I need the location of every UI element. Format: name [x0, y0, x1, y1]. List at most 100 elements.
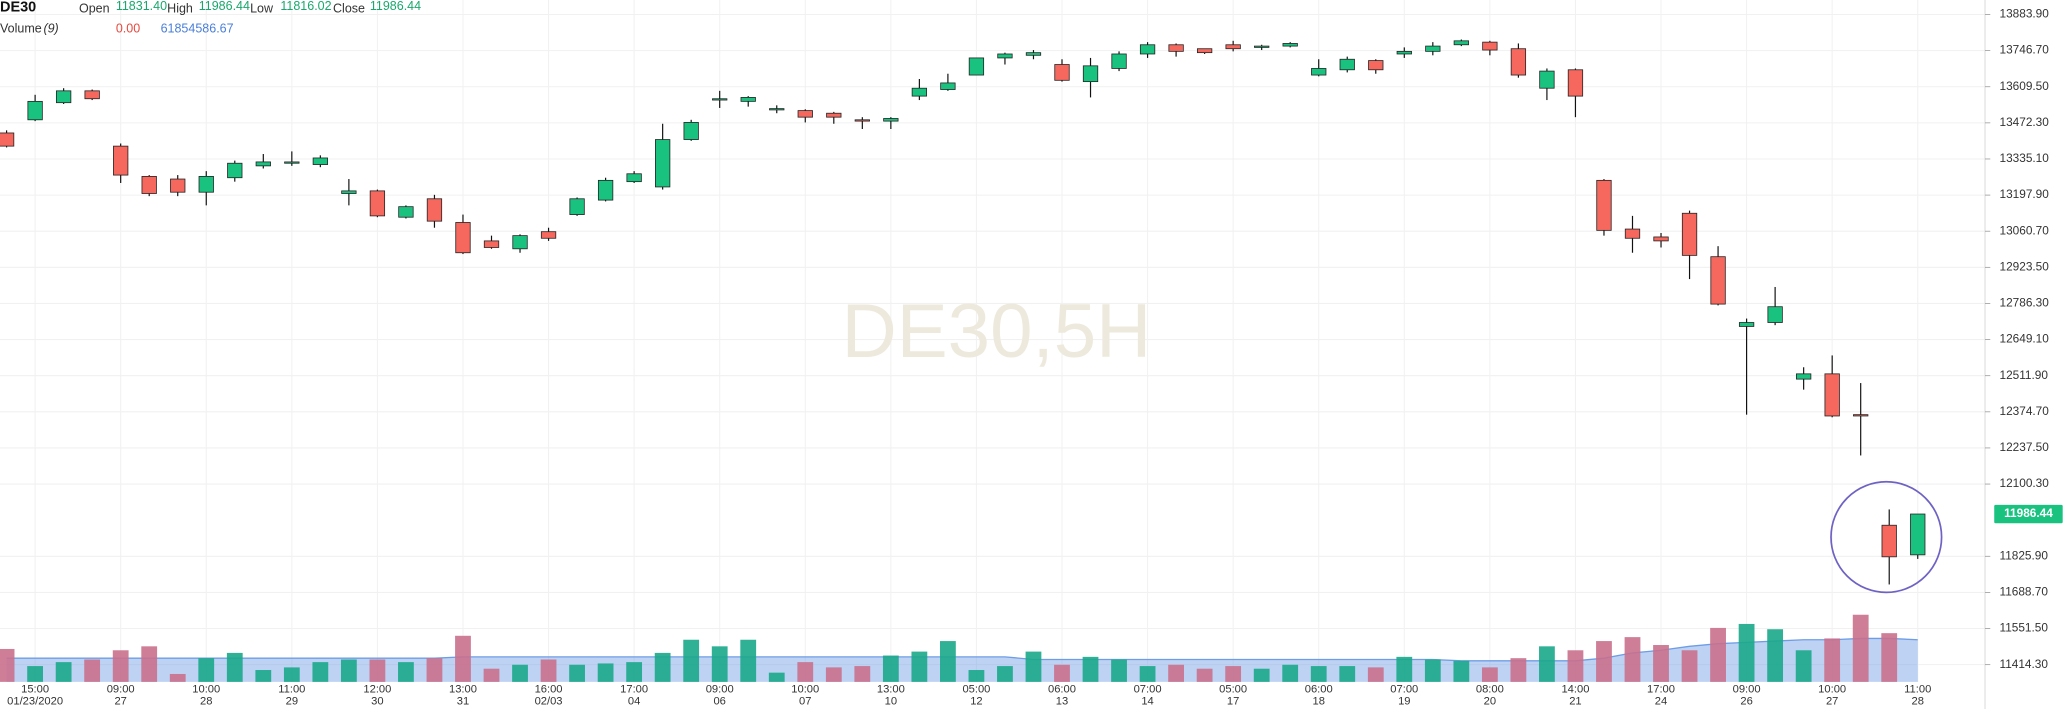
x-tick-date: 26 — [1740, 696, 1752, 708]
x-tick-date: 24 — [1655, 696, 1667, 708]
volume-bar — [198, 658, 215, 682]
candle-body — [569, 198, 585, 215]
open-value: 11831.40 — [116, 0, 167, 13]
y-tick-label: 13609.50 — [2000, 79, 2050, 93]
grid — [0, 0, 1986, 682]
symbol: DE30 — [0, 0, 36, 16]
y-tick-label: 11688.70 — [2000, 585, 2049, 599]
x-tick-label: 16:00 — [535, 684, 563, 696]
volume-bar — [797, 662, 814, 682]
y-tick-label: 12923.50 — [2000, 259, 2050, 273]
candle-body — [968, 57, 985, 76]
volume-bar — [1282, 664, 1299, 682]
x-tick-label: 07:00 — [1390, 684, 1418, 696]
candle-body — [1225, 44, 1241, 50]
x-tick-label: 11:00 — [1904, 684, 1931, 696]
volume-bar — [1082, 656, 1099, 682]
x-tick-date: 02/03 — [535, 696, 563, 708]
volume-bar — [1253, 668, 1270, 682]
candle-body — [1282, 43, 1298, 47]
volume-bar — [1653, 645, 1669, 682]
candle-body — [1139, 44, 1156, 55]
x-tick-date: 01/23/2020 — [7, 696, 63, 708]
candle-body — [940, 82, 956, 90]
candle-body — [1453, 40, 1469, 46]
x-tick-label: 10:00 — [791, 684, 819, 696]
volume-bar — [1111, 659, 1127, 682]
candle-body — [141, 176, 157, 194]
candle-body — [1539, 70, 1555, 89]
candle-body — [55, 90, 72, 104]
candle-body — [483, 240, 500, 248]
x-tick-label: 10:00 — [1818, 684, 1846, 696]
candle-body — [1054, 64, 1070, 81]
volume-bar — [283, 667, 300, 682]
volume-bar — [512, 664, 528, 682]
x-tick-label: 06:00 — [1048, 684, 1076, 696]
x-tick-label: 17:00 — [1647, 684, 1675, 696]
candle-body — [27, 100, 43, 121]
x-tick-label: 05:00 — [962, 684, 990, 696]
x-tick-date: 19 — [1398, 696, 1410, 708]
candle-body — [255, 161, 271, 167]
candle-body — [84, 90, 100, 100]
candle-body — [683, 122, 699, 140]
volume-bar — [398, 662, 414, 682]
volume-bar — [1054, 664, 1070, 682]
candle-body — [1910, 513, 1926, 556]
candle-body — [1796, 373, 1812, 380]
candle-body — [1111, 53, 1127, 69]
volume-bar — [369, 659, 386, 682]
volume-bar — [997, 666, 1013, 682]
candle-body — [1510, 48, 1527, 76]
candle-body — [854, 119, 870, 122]
candle-body — [312, 157, 328, 165]
high-value: 11986.44 — [199, 0, 250, 13]
legend-header: DE30 Open 11831.40 High 11986.44 Low 118… — [0, 0, 421, 35]
volume-bar — [1025, 651, 1042, 682]
y-tick-label: 12100.30 — [2000, 476, 2050, 490]
volume-value: 61854586.67 — [161, 21, 234, 35]
y-tick-label: 13472.30 — [2000, 115, 2050, 129]
y-tick-label: 12786.30 — [2000, 296, 2050, 310]
high-label: High — [167, 2, 193, 16]
candle-body — [512, 235, 528, 250]
watermark: DE30,5H — [842, 289, 1152, 374]
highlight-circle — [1830, 480, 1943, 594]
volume-bar — [141, 646, 158, 682]
volume-bar — [0, 648, 15, 682]
x-tick-label: 12:00 — [363, 684, 391, 696]
y-tick-label: 11825.90 — [2000, 548, 2049, 562]
last-price-tag — [1994, 504, 2063, 524]
last-price-label: 11986.44 — [2004, 506, 2053, 520]
candle-body — [1254, 45, 1270, 48]
candle-body — [1168, 44, 1184, 52]
x-tick-label: 08:00 — [1476, 684, 1504, 696]
y-tick-label: 13746.70 — [2000, 43, 2050, 57]
x-tick-date: 18 — [1313, 696, 1325, 708]
volume-bar — [1824, 638, 1841, 682]
y-tick-label: 13335.10 — [2000, 151, 2050, 165]
volume-bar — [654, 652, 671, 682]
candle-body — [455, 222, 471, 254]
volume-bar — [1339, 666, 1356, 682]
x-tick-label: 15:00 — [21, 684, 49, 696]
candle-body — [597, 179, 614, 201]
volume-bar — [84, 659, 101, 682]
volume-bar — [1139, 666, 1156, 682]
candle-body — [1681, 212, 1698, 256]
x-tick-date: 28 — [200, 696, 212, 708]
candle-body — [1653, 236, 1669, 242]
candle-body — [797, 110, 813, 118]
volume-bar — [1710, 627, 1726, 682]
volume-bar — [1767, 629, 1784, 682]
x-tick-label: 17:00 — [620, 684, 648, 696]
volume-bar — [854, 666, 871, 682]
volume-bar — [683, 639, 700, 682]
x-tick-label: 09:00 — [107, 684, 135, 696]
volume-bar — [1510, 658, 1527, 682]
volume-bar — [1367, 667, 1384, 682]
candle-body — [655, 139, 671, 188]
volume-bar — [740, 639, 757, 682]
volume-bar — [1310, 666, 1327, 682]
